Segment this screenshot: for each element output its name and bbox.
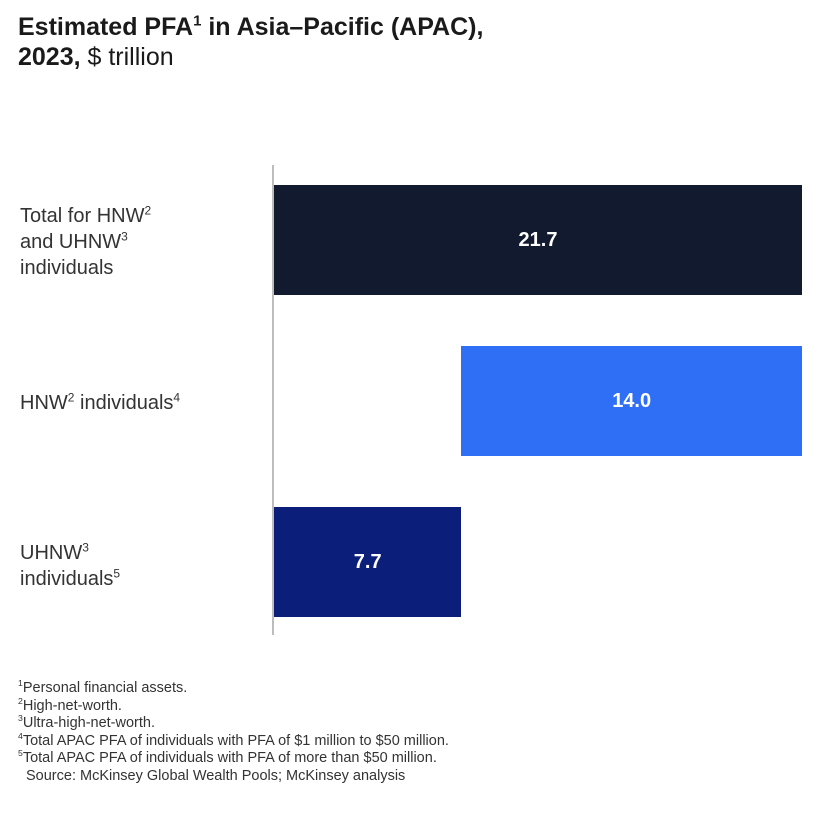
footnotes: 1Personal financial assets. 2High-net-wo… [18,678,818,785]
bar-uhnw: 7.7 [274,507,462,617]
bar-value-label: 21.7 [518,228,558,251]
title-part-3: 2023, [18,43,81,71]
category-label-total: Total for HNW2 and UHNW3 individuals [20,203,270,281]
source-note: Source: McKinsey Global Wealth Pools; Mc… [26,767,406,784]
footnote-1-text: Personal financial assets. [22,680,188,696]
footnote-4: 4Total APAC PFA of individuals with PFA … [18,730,818,751]
cat0-text-c: individuals [20,257,114,279]
footnote-3-text: Ultra-high-net-worth. [22,715,156,731]
cat1-text-a: HNW [20,392,68,414]
bar-total: 21.7 [274,185,802,295]
category-label-uhnw: UHNW3 individuals5 [20,540,270,592]
category-label-hnw: HNW2 individuals4 [20,390,270,416]
cat1-sup-b: 4 [173,390,181,405]
footnote-3-marker: 3 [18,713,23,724]
title-part-2: in Asia–Pacific (APAC), [201,13,484,41]
cat0-sup-b: 3 [121,229,128,244]
cat2-sup-b: 5 [113,566,121,581]
title-sup-1: 1 [193,12,202,30]
cat0-text-a: Total for HNW [20,205,145,227]
footnote-2-marker: 2 [18,695,23,706]
cat2-text-a: UHNW [20,542,83,564]
footnote-5: 5Total APAC PFA of individuals with PFA … [18,748,818,768]
footnote-2-text: High-net-worth. [22,697,122,714]
cat2-sup-a: 3 [82,540,89,555]
cat0-text-b: and UHNW [20,231,122,253]
bar-chart: Total for HNW2 and UHNW3 individuals HNW… [0,165,838,645]
cat1-text-b: individuals [74,392,174,414]
footnote-5-marker: 5 [18,748,23,759]
footnote-5-text: Total APAC PFA of individuals with PFA o… [22,750,437,766]
footnote-2: 2High-net-worth. [18,695,818,716]
bar-hnw: 14.0 [461,346,802,456]
category-axis-line [272,165,274,635]
footnote-1: 1Personal financial assets. [18,678,818,698]
footnote-4-text: Total APAC PFA of individuals with PFA o… [22,732,449,749]
title-part-1: Estimated PFA [18,13,194,41]
footnote-1-marker: 1 [18,678,23,689]
bar-value-label: 14.0 [612,389,652,412]
chart-title: Estimated PFA1 in Asia–Pacific (APAC), 2… [18,12,818,72]
cat0-sup-a: 2 [144,203,152,218]
bar-value-label: 7.7 [353,550,382,573]
cat2-text-b: individuals [20,568,114,590]
title-part-4: $ trillion [80,43,174,71]
footnote-4-marker: 4 [18,730,23,741]
footnote-3: 3Ultra-high-net-worth. [18,713,818,733]
cat1-sup-a: 2 [67,390,75,405]
